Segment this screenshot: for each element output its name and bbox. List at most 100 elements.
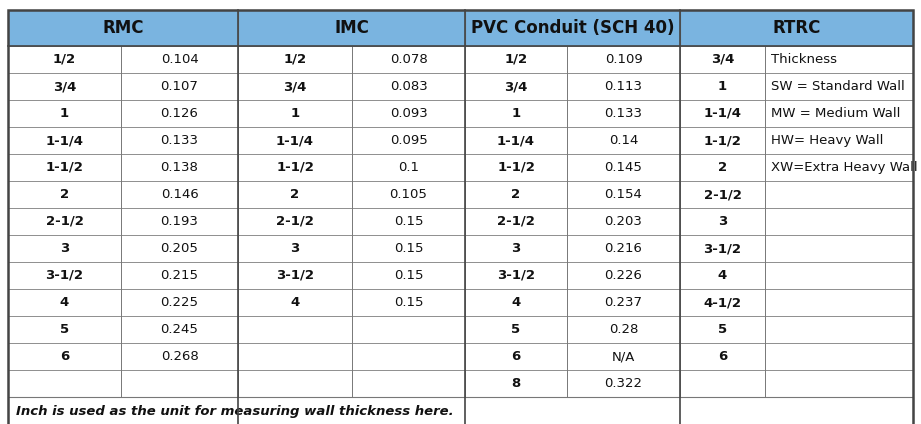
Text: 6: 6 bbox=[60, 350, 69, 363]
Bar bbox=[680, 181, 765, 208]
Text: PVC Conduit (SCH 40): PVC Conduit (SCH 40) bbox=[471, 19, 674, 37]
Text: 0.083: 0.083 bbox=[390, 80, 427, 93]
Bar bbox=[567, 289, 680, 316]
Bar bbox=[352, 154, 465, 181]
Text: SW = Standard Wall: SW = Standard Wall bbox=[771, 80, 904, 93]
Bar bbox=[465, 46, 567, 73]
Bar bbox=[765, 370, 913, 397]
Bar bbox=[121, 262, 238, 289]
Bar bbox=[465, 10, 680, 46]
Text: 0.322: 0.322 bbox=[604, 377, 643, 390]
Text: 5: 5 bbox=[511, 323, 520, 336]
Bar bbox=[121, 343, 238, 370]
Bar bbox=[680, 316, 765, 343]
Bar bbox=[465, 127, 567, 154]
Bar bbox=[238, 370, 352, 397]
Bar bbox=[765, 100, 913, 127]
Bar bbox=[765, 154, 913, 181]
Bar bbox=[238, 46, 352, 73]
Bar bbox=[567, 154, 680, 181]
Text: XW=Extra Heavy Wall: XW=Extra Heavy Wall bbox=[771, 161, 917, 174]
Text: 0.1: 0.1 bbox=[398, 161, 419, 174]
Bar bbox=[238, 262, 352, 289]
Text: 1: 1 bbox=[511, 107, 520, 120]
Text: 4: 4 bbox=[290, 296, 299, 309]
Bar bbox=[765, 289, 913, 316]
Text: 0.145: 0.145 bbox=[604, 161, 643, 174]
Text: Thickness: Thickness bbox=[771, 53, 837, 66]
Text: 0.126: 0.126 bbox=[160, 107, 198, 120]
Text: 2-1/2: 2-1/2 bbox=[276, 215, 314, 228]
Text: 0.109: 0.109 bbox=[604, 53, 642, 66]
Bar bbox=[238, 343, 352, 370]
Bar bbox=[352, 262, 465, 289]
Bar bbox=[765, 73, 913, 100]
Bar bbox=[352, 127, 465, 154]
Bar bbox=[680, 10, 913, 46]
Bar bbox=[238, 235, 352, 262]
Bar bbox=[567, 262, 680, 289]
Text: N/A: N/A bbox=[612, 350, 635, 363]
Bar bbox=[121, 127, 238, 154]
Text: 8: 8 bbox=[511, 377, 520, 390]
Bar bbox=[567, 100, 680, 127]
Text: 0.15: 0.15 bbox=[394, 215, 424, 228]
Bar bbox=[680, 208, 765, 235]
Text: 0.14: 0.14 bbox=[609, 134, 638, 147]
Bar bbox=[465, 262, 567, 289]
Text: 2-1/2: 2-1/2 bbox=[704, 188, 741, 201]
Bar bbox=[121, 100, 238, 127]
Text: 0.215: 0.215 bbox=[160, 269, 199, 282]
Text: 2: 2 bbox=[290, 188, 299, 201]
Bar bbox=[8, 100, 121, 127]
Text: 3/4: 3/4 bbox=[52, 80, 76, 93]
Bar bbox=[465, 235, 567, 262]
Bar bbox=[121, 154, 238, 181]
Text: IMC: IMC bbox=[334, 19, 369, 37]
Bar bbox=[465, 370, 567, 397]
Text: 4-1/2: 4-1/2 bbox=[704, 296, 741, 309]
Bar bbox=[8, 127, 121, 154]
Bar bbox=[352, 46, 465, 73]
Bar bbox=[8, 10, 238, 46]
Text: 1: 1 bbox=[60, 107, 69, 120]
Text: 1-1/2: 1-1/2 bbox=[45, 161, 84, 174]
Text: 0.203: 0.203 bbox=[604, 215, 643, 228]
Text: 0.104: 0.104 bbox=[160, 53, 198, 66]
Text: 0.193: 0.193 bbox=[160, 215, 198, 228]
Text: 1-1/4: 1-1/4 bbox=[497, 134, 535, 147]
Bar bbox=[680, 262, 765, 289]
Bar bbox=[8, 370, 121, 397]
Text: 3: 3 bbox=[60, 242, 69, 255]
Bar bbox=[680, 289, 765, 316]
Text: 1-1/2: 1-1/2 bbox=[704, 134, 741, 147]
Text: 1-1/2: 1-1/2 bbox=[276, 161, 314, 174]
Bar bbox=[567, 73, 680, 100]
Bar bbox=[765, 208, 913, 235]
Bar bbox=[765, 316, 913, 343]
Bar bbox=[121, 289, 238, 316]
Text: 0.105: 0.105 bbox=[390, 188, 427, 201]
Bar bbox=[465, 343, 567, 370]
Bar bbox=[238, 181, 352, 208]
Bar bbox=[352, 73, 465, 100]
Text: 0.113: 0.113 bbox=[604, 80, 643, 93]
Bar bbox=[238, 10, 465, 46]
Text: 3: 3 bbox=[290, 242, 299, 255]
Text: 0.133: 0.133 bbox=[604, 107, 643, 120]
Bar bbox=[465, 208, 567, 235]
Bar bbox=[567, 370, 680, 397]
Bar bbox=[567, 181, 680, 208]
Text: 1-1/2: 1-1/2 bbox=[497, 161, 535, 174]
Text: MW = Medium Wall: MW = Medium Wall bbox=[771, 107, 901, 120]
Text: 0.28: 0.28 bbox=[609, 323, 638, 336]
Bar bbox=[8, 154, 121, 181]
Bar bbox=[8, 289, 121, 316]
Bar bbox=[567, 235, 680, 262]
Text: 2: 2 bbox=[511, 188, 520, 201]
Bar bbox=[8, 181, 121, 208]
Text: 1: 1 bbox=[290, 107, 299, 120]
Text: 5: 5 bbox=[718, 323, 727, 336]
Bar bbox=[765, 46, 913, 73]
Text: 0.093: 0.093 bbox=[390, 107, 427, 120]
